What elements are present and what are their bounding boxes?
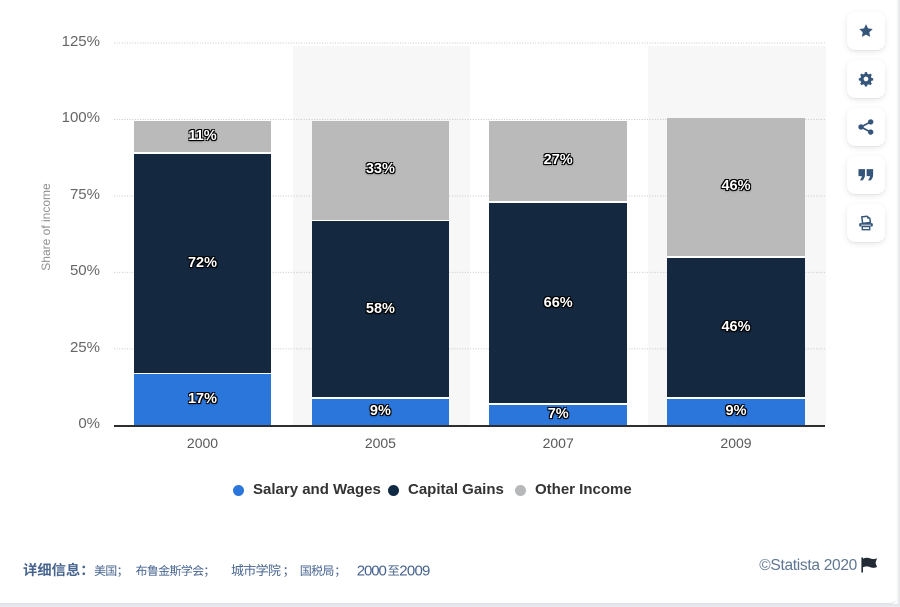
- svg-text:2009: 2009: [399, 563, 430, 580]
- svg-text:2000: 2000: [357, 563, 387, 580]
